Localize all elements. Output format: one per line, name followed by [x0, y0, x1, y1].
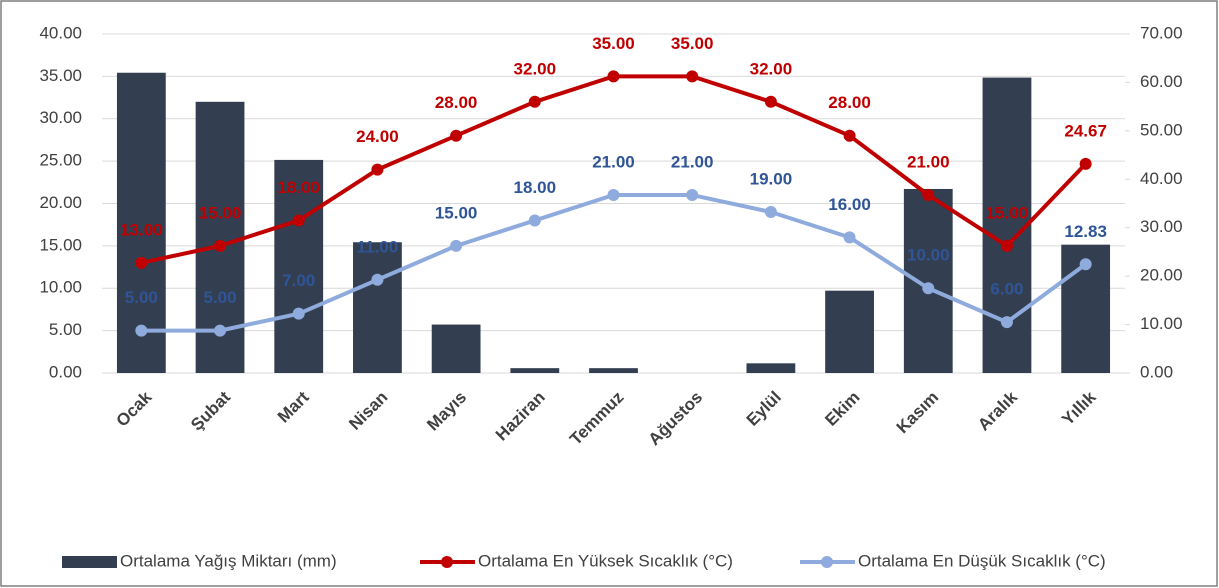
legend-label: Ortalama En Yüksek Sıcaklık (°C) — [478, 551, 733, 570]
line-point — [528, 214, 541, 227]
y-tick-label: 35.00 — [39, 66, 82, 85]
line-point — [764, 95, 777, 108]
line-point — [607, 189, 620, 202]
y2-tick-label: 0.00 — [1140, 362, 1173, 381]
line-point — [450, 129, 463, 142]
data-label: 5.00 — [125, 288, 158, 307]
legend-label: Ortalama En Düşük Sıcaklık (°C) — [858, 551, 1106, 570]
y2-tick-label: 40.00 — [1140, 169, 1183, 188]
y2-tick-label: 20.00 — [1140, 266, 1183, 285]
y-tick-label: 10.00 — [39, 278, 82, 297]
data-label: 21.00 — [671, 153, 714, 172]
data-label: 35.00 — [592, 34, 635, 53]
y2-tick-label: 70.00 — [1140, 23, 1183, 42]
line-point — [843, 231, 856, 244]
line-point — [214, 239, 227, 252]
data-label: 19.00 — [750, 169, 793, 188]
data-label: 7.00 — [282, 271, 315, 290]
legend-marker — [441, 556, 453, 568]
line-point — [843, 129, 856, 142]
bar — [116, 72, 166, 373]
data-label: 11.00 — [357, 237, 399, 256]
bar — [431, 324, 481, 373]
y2-tick-label: 50.00 — [1140, 120, 1183, 139]
line-point — [922, 282, 935, 295]
line-point — [1000, 239, 1013, 252]
line-point — [135, 256, 148, 269]
y-tick-label: 5.00 — [49, 320, 82, 339]
bar — [510, 368, 560, 373]
legend-label: Ortalama Yağış Miktarı (mm) — [120, 551, 337, 570]
legend-swatch — [62, 556, 117, 568]
data-label: 15.00 — [435, 203, 478, 222]
data-label: 6.00 — [990, 280, 1023, 299]
data-label: 32.00 — [514, 59, 557, 78]
data-label: 24.67 — [1064, 121, 1107, 140]
y-tick-label: 30.00 — [39, 108, 82, 127]
data-label: 5.00 — [203, 288, 236, 307]
line-point — [528, 95, 541, 108]
bar — [746, 363, 796, 373]
data-label: 21.00 — [592, 153, 635, 172]
legend-marker — [821, 556, 833, 568]
line-point — [764, 205, 777, 218]
bar — [589, 368, 638, 373]
line-point — [922, 189, 935, 202]
data-label: 18.00 — [514, 178, 557, 197]
bar — [903, 188, 953, 373]
line-point — [371, 163, 384, 176]
line-point — [686, 70, 699, 83]
line-point — [1079, 258, 1092, 271]
y2-tick-label: 30.00 — [1140, 217, 1183, 236]
data-label: 13.00 — [120, 220, 163, 239]
bar — [825, 290, 874, 373]
line-point — [1079, 157, 1092, 170]
data-label: 28.00 — [435, 93, 478, 112]
data-label: 15.00 — [199, 203, 242, 222]
y-tick-label: 20.00 — [39, 193, 82, 212]
data-label: 24.00 — [356, 127, 399, 146]
line-point — [1000, 316, 1013, 329]
data-label: 15.00 — [986, 203, 1029, 222]
data-label: 32.00 — [750, 59, 793, 78]
line-point — [135, 324, 148, 337]
data-label: 28.00 — [828, 93, 871, 112]
line-point — [214, 324, 227, 337]
data-label: 21.00 — [907, 153, 950, 172]
data-label: 12.83 — [1064, 222, 1107, 241]
bar — [274, 159, 324, 373]
y-tick-label: 15.00 — [39, 235, 82, 254]
y2-tick-label: 60.00 — [1140, 72, 1183, 91]
y-tick-label: 0.00 — [49, 362, 82, 381]
y-tick-label: 25.00 — [39, 151, 82, 170]
data-label: 10.00 — [907, 246, 950, 265]
line-point — [450, 239, 463, 252]
line-point — [371, 273, 384, 286]
y-tick-label: 40.00 — [39, 23, 82, 42]
line-point — [292, 214, 305, 227]
data-label: 18.00 — [277, 178, 320, 197]
line-point — [607, 70, 620, 83]
y2-tick-label: 10.00 — [1140, 314, 1183, 333]
line-point — [292, 307, 305, 320]
data-label: 16.00 — [828, 195, 871, 214]
line-point — [686, 189, 699, 202]
data-label: 35.00 — [671, 34, 714, 53]
bar — [353, 242, 402, 373]
